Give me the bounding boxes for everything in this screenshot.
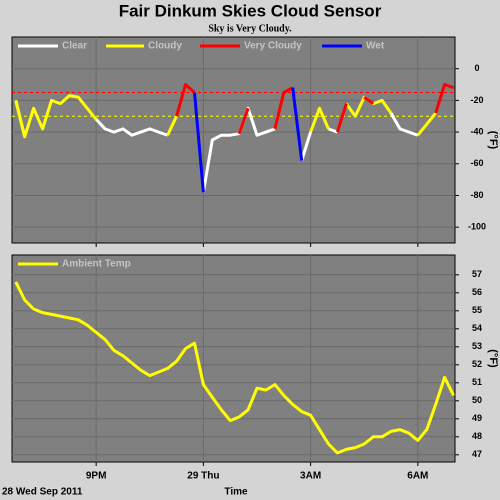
legend-label: Ambient Temp: [62, 259, 131, 270]
y-tick-label: 48: [472, 431, 482, 441]
series-line: [14, 94, 437, 139]
plot-area: [11, 254, 456, 463]
y-tick-label: -100: [468, 222, 486, 232]
legend-label: Cloudy: [148, 41, 182, 52]
chart-title: Fair Dinkum Skies Cloud Sensor: [119, 1, 382, 20]
y-tick-label: 49: [472, 413, 482, 423]
y-tick-label: -20: [470, 95, 483, 105]
chart-subtitle: Sky is Very Cloudy.: [208, 23, 292, 34]
date-label: 28 Wed Sep 2011: [2, 487, 83, 498]
y-tick-label: -60: [470, 158, 483, 168]
y-tick-label: 50: [472, 395, 482, 405]
x-tick-label: 29 Thu: [187, 471, 219, 482]
y-tick-label: 55: [472, 305, 482, 315]
x-axis-label: Time: [224, 487, 248, 498]
y-tick-label: 47: [472, 449, 482, 459]
y-tick-label: 53: [472, 341, 482, 351]
y-tick-label: -40: [470, 126, 483, 136]
series-line: [193, 87, 304, 193]
y-tick-label: -80: [470, 190, 483, 200]
legend-label: Wet: [366, 41, 385, 52]
x-tick-label: 9PM: [86, 471, 107, 482]
series-line: [175, 83, 455, 135]
x-tick-label: 6AM: [407, 471, 428, 482]
y-tick-label: 51: [472, 377, 482, 387]
series-line: [14, 281, 455, 455]
legend-label: Clear: [62, 41, 87, 52]
y-axis-label: (°F): [487, 349, 499, 368]
y-tick-label: 52: [472, 359, 482, 369]
legend-label: Very Cloudy: [244, 41, 302, 52]
y-tick-label: 0: [474, 63, 479, 73]
plot-area: [11, 36, 456, 244]
y-tick-label: 57: [472, 269, 482, 279]
x-tick-label: 3AM: [300, 471, 321, 482]
y-tick-label: 56: [472, 287, 482, 297]
y-axis-label: (°F): [487, 131, 499, 150]
y-tick-label: 54: [472, 323, 482, 333]
